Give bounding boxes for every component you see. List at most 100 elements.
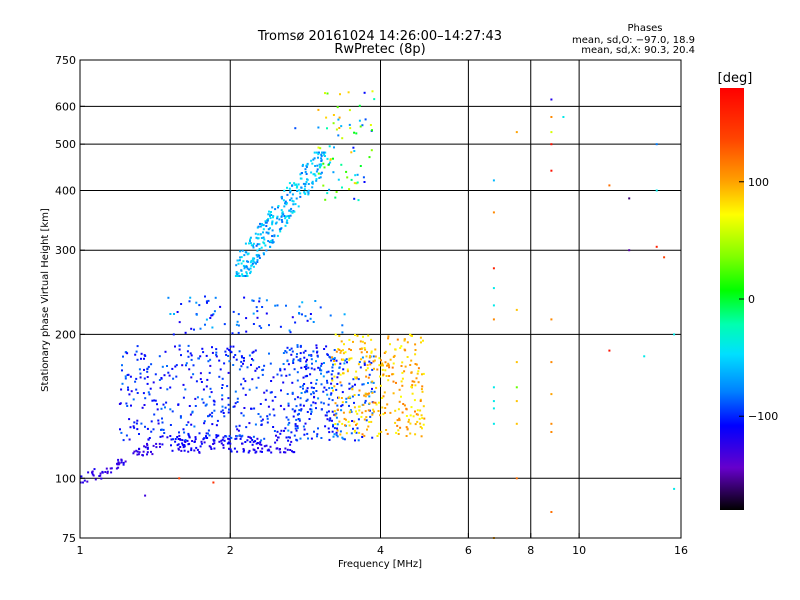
data-point: [243, 296, 246, 299]
data-point: [350, 178, 353, 181]
data-point: [411, 380, 414, 383]
data-point: [135, 377, 138, 380]
data-point: [296, 371, 299, 374]
data-point: [331, 410, 334, 413]
chart-subtitle: RwPretec (8p): [334, 42, 425, 57]
data-point: [349, 127, 352, 130]
data-point: [191, 410, 194, 413]
data-point: [279, 228, 282, 230]
data-point: [124, 375, 127, 378]
data-point: [254, 349, 257, 352]
data-point: [329, 417, 332, 420]
data-point: [377, 432, 380, 435]
data-point: [192, 364, 195, 367]
data-point: [339, 373, 342, 376]
data-point: [291, 350, 294, 353]
data-point: [317, 108, 320, 111]
data-point: [267, 213, 270, 216]
data-point: [240, 256, 243, 259]
data-point: [292, 415, 295, 418]
data-point: [283, 205, 286, 208]
data-point: [285, 215, 287, 218]
data-point: [339, 362, 342, 365]
data-point: [143, 357, 145, 360]
data-point: [297, 205, 300, 208]
data-point: [302, 384, 304, 387]
data-point: [274, 222, 277, 225]
data-point: [258, 366, 261, 369]
data-point: [363, 418, 366, 421]
data-point: [346, 176, 349, 179]
data-point: [144, 425, 146, 428]
data-point: [328, 188, 331, 191]
data-point: [271, 206, 274, 209]
data-point: [287, 436, 290, 439]
data-point: [319, 163, 322, 166]
data-point: [260, 237, 263, 239]
data-point: [310, 367, 313, 370]
data-point: [178, 477, 181, 480]
data-point: [133, 450, 136, 453]
data-point: [334, 363, 337, 366]
data-point: [414, 353, 417, 356]
data-point: [398, 400, 401, 403]
data-point: [135, 350, 138, 353]
data-point: [166, 365, 168, 367]
data-point: [333, 433, 336, 436]
data-point: [236, 275, 239, 277]
data-point: [307, 183, 310, 185]
data-point: [327, 410, 330, 413]
data-point: [410, 385, 413, 388]
data-point: [351, 388, 354, 391]
data-point: [362, 383, 365, 386]
data-point: [243, 254, 246, 257]
data-point: [341, 436, 344, 439]
data-point: [258, 248, 261, 250]
data-point: [320, 160, 323, 162]
data-point: [302, 163, 304, 166]
data-point: [655, 245, 658, 248]
data-point: [364, 392, 367, 395]
data-point: [240, 355, 243, 358]
data-point: [237, 324, 240, 327]
data-point: [302, 351, 305, 354]
data-point: [137, 453, 140, 456]
data-point: [363, 181, 366, 183]
data-point: [218, 375, 221, 378]
data-point: [326, 418, 329, 421]
data-point: [227, 411, 230, 414]
data-point: [382, 373, 385, 376]
data-point: [258, 300, 261, 303]
data-point: [272, 426, 275, 428]
data-point: [260, 246, 263, 249]
data-point: [143, 404, 146, 406]
data-point: [315, 379, 318, 381]
data-point: [310, 358, 313, 361]
data-point: [287, 418, 290, 421]
data-point: [372, 381, 375, 384]
data-point: [150, 420, 153, 423]
data-point: [317, 397, 320, 400]
data-point: [284, 224, 287, 227]
data-point: [259, 225, 262, 228]
data-point: [363, 91, 366, 94]
data-point: [354, 376, 357, 379]
data-point: [194, 438, 197, 441]
data-point: [262, 231, 264, 234]
data-point: [324, 92, 326, 95]
data-point: [350, 357, 353, 360]
data-point: [340, 349, 343, 352]
data-point: [419, 422, 422, 425]
data-point: [205, 318, 208, 321]
data-point: [150, 450, 152, 453]
data-point: [140, 357, 142, 360]
data-point: [205, 435, 207, 438]
data-point: [307, 437, 309, 440]
data-point: [401, 361, 404, 364]
data-point: [364, 399, 367, 402]
data-point: [120, 461, 123, 464]
data-point: [335, 388, 338, 391]
data-point: [283, 451, 285, 454]
data-point: [371, 387, 373, 390]
data-point: [410, 406, 413, 409]
